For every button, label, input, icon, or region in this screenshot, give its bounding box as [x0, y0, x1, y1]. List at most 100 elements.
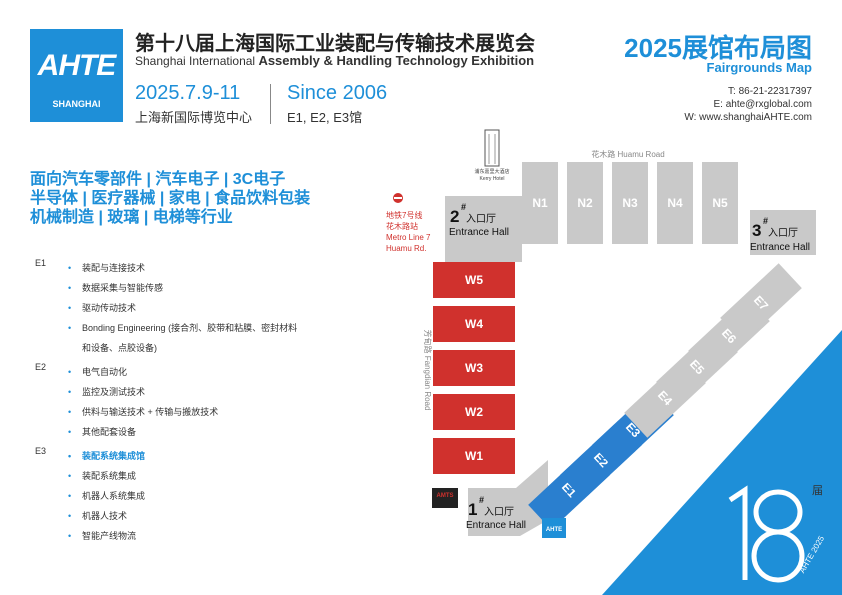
- category-e2: E2 电气自动化监控及测试技术供料与输送技术 + 传输与搬放技术其他配套设备: [30, 362, 297, 442]
- entrance-1-hash: #: [479, 495, 484, 505]
- hall-w4[interactable]: W4: [433, 306, 515, 342]
- category-item: 电气自动化: [68, 362, 297, 382]
- hall-w5-shape: [433, 262, 515, 298]
- metro-line-en: Metro Line 7: [386, 233, 431, 242]
- category-code: E2: [35, 362, 47, 372]
- kerry-hotel-icon: [484, 129, 500, 167]
- entrance-3-label: 3 # 入口厅 Entrance Hall: [750, 216, 810, 253]
- hall-w5-label: W5: [465, 273, 483, 287]
- metro-station-en: Huamu Rd.: [386, 244, 426, 253]
- hall-n4[interactable]: N4: [657, 162, 693, 244]
- map-subtitle: Fairgrounds Map: [706, 60, 812, 75]
- entrance-3-block: [750, 210, 816, 255]
- metro-line-cn: 地铁7号线: [386, 210, 422, 220]
- category-item: 装配与连接技术: [68, 258, 297, 278]
- industry-line: 面向汽车零部件 | 汽车电子 | 3C电子: [30, 171, 286, 188]
- hall-n3[interactable]: N3: [612, 162, 648, 244]
- hall-w2-shape: [433, 394, 515, 430]
- entrance-1-cn: 入口厅: [484, 507, 514, 518]
- amts-logo: [432, 488, 458, 508]
- hall-n5[interactable]: N5: [702, 162, 738, 244]
- hall-n1-label: N1: [532, 196, 548, 210]
- category-item: 机器人系统集成: [68, 486, 297, 506]
- hall-e7-shape: [720, 263, 802, 343]
- hall-n2[interactable]: N2: [567, 162, 603, 244]
- hall-w1-shape: [433, 438, 515, 474]
- header-divider: [270, 84, 271, 124]
- industry-line: 半导体 | 医疗器械 | 家电 | 食品饮料包装: [30, 190, 311, 207]
- entrance-1-label: 1 # 入口厅 Entrance Hall: [466, 495, 526, 531]
- industry-line: 机械制造 | 玻璃 | 电梯等行业: [30, 209, 233, 226]
- hall-n5-shape: [702, 162, 738, 244]
- hall-w3[interactable]: W3: [433, 350, 515, 386]
- contact-web[interactable]: W: www.shanghaiAHTE.com: [684, 112, 812, 123]
- hall-n3-shape: [612, 162, 648, 244]
- entrance-3-cn: 入口厅: [768, 228, 798, 239]
- entrance-1-block: [468, 460, 548, 536]
- contact-phone: T: 86-21-22317397: [728, 86, 812, 97]
- entrance-3-en: Entrance Hall: [750, 242, 810, 253]
- target-industries: 面向汽车零部件 | 汽车电子 | 3C电子 半导体 | 医疗器械 | 家电 | …: [30, 170, 310, 227]
- entrance-3-hash: #: [763, 216, 768, 226]
- entrance-2-hash: #: [461, 202, 466, 212]
- hall-w4-label: W4: [465, 317, 483, 331]
- entrance-2-en: Entrance Hall: [449, 227, 509, 238]
- entrance-2-number: 2: [450, 207, 459, 226]
- entrance-3-number: 3: [752, 221, 761, 240]
- entrance-1-en: Entrance Hall: [466, 520, 526, 531]
- hall-w4-shape: [433, 306, 515, 342]
- hall-w1[interactable]: W1: [433, 438, 515, 474]
- road-west-label: 芳甸路 Fangdian Road: [423, 330, 433, 411]
- category-item: 机器人技术: [68, 506, 297, 526]
- hall-w5[interactable]: W5: [433, 262, 515, 298]
- hall-n2-label: N2: [577, 196, 593, 210]
- hall-n1-shape: [522, 162, 558, 244]
- category-item: 驱动传动技术: [68, 298, 297, 318]
- ahte-small-logo: [542, 518, 566, 538]
- hall-n1[interactable]: N1: [522, 162, 558, 244]
- metro-station-cn: 花木路站: [386, 221, 418, 231]
- category-item: 装配系统集成馆: [68, 446, 297, 466]
- since-year: Since 2006: [287, 82, 388, 104]
- logo-sub-text: SHANGHAI: [52, 99, 101, 109]
- hall-w1-label: W1: [465, 449, 483, 463]
- category-e3: E3 装配系统集成馆装配系统集成机器人系统集成机器人技术智能产线物流: [30, 446, 297, 546]
- hall-w2-label: W2: [465, 405, 483, 419]
- edition-corner-shape: [602, 330, 842, 595]
- entrance-2-label: 2 # 入口厅 Entrance Hall: [449, 202, 509, 238]
- hall-e7[interactable]: E7: [720, 263, 802, 343]
- edition-suffix: 届: [812, 484, 823, 497]
- hall-n2-shape: [567, 162, 603, 244]
- exhibition-date: 2025.7.9-11: [135, 82, 241, 104]
- category-e1: E1 装配与连接技术数据采集与智能传感驱动传动技术Bonding Engineer…: [30, 258, 297, 358]
- category-item: 供料与输送技术 + 传输与搬放技术: [68, 402, 297, 422]
- category-item: 智能产线物流: [68, 526, 297, 546]
- ahte-small-logo-text: AHTE: [546, 527, 562, 533]
- hall-w3-shape: [433, 350, 515, 386]
- category-item: 和设备、点胶设备): [82, 343, 157, 353]
- exhibition-venue: 上海新国际博览中心: [135, 110, 253, 125]
- logo-main-text: AHTE: [37, 49, 117, 82]
- category-item: 数据采集与智能传感: [68, 278, 297, 298]
- hall-w3-label: W3: [465, 361, 483, 375]
- hall-n4-shape: [657, 162, 693, 244]
- hall-w2[interactable]: W2: [433, 394, 515, 430]
- exhibition-title-cn: 第十八届上海国际工业装配与传输技术展览会: [135, 33, 535, 55]
- category-item: Bonding Engineering (接合剂、胶带和粘膜、密封材料: [68, 318, 297, 338]
- title-en-bold: Assembly & Handling Technology Exhibitio…: [258, 53, 535, 68]
- category-code: E1: [35, 258, 47, 268]
- hall-n3-label: N3: [622, 196, 638, 210]
- ahte-logo: AHTE SHANGHAI: [30, 29, 123, 122]
- road-north-label: 花木路 Huamu Road: [591, 149, 664, 159]
- hall-n4-label: N4: [667, 196, 683, 210]
- amts-logo-text: AMTS: [437, 493, 454, 499]
- exhibition-halls: E1, E2, E3馆: [287, 110, 363, 125]
- contact-info: T: 86-21-22317397 E: ahte@rxglobal.com W…: [684, 85, 812, 124]
- metro-icon: [393, 193, 403, 203]
- hall-n5-label: N5: [712, 196, 728, 210]
- exhibition-title-en: Shanghai International Assembly & Handli…: [135, 53, 534, 68]
- title-en-prefix: Shanghai International: [135, 54, 259, 68]
- map-title: 2025展馆布局图: [624, 33, 812, 63]
- category-item: 其他配套设备: [68, 422, 297, 442]
